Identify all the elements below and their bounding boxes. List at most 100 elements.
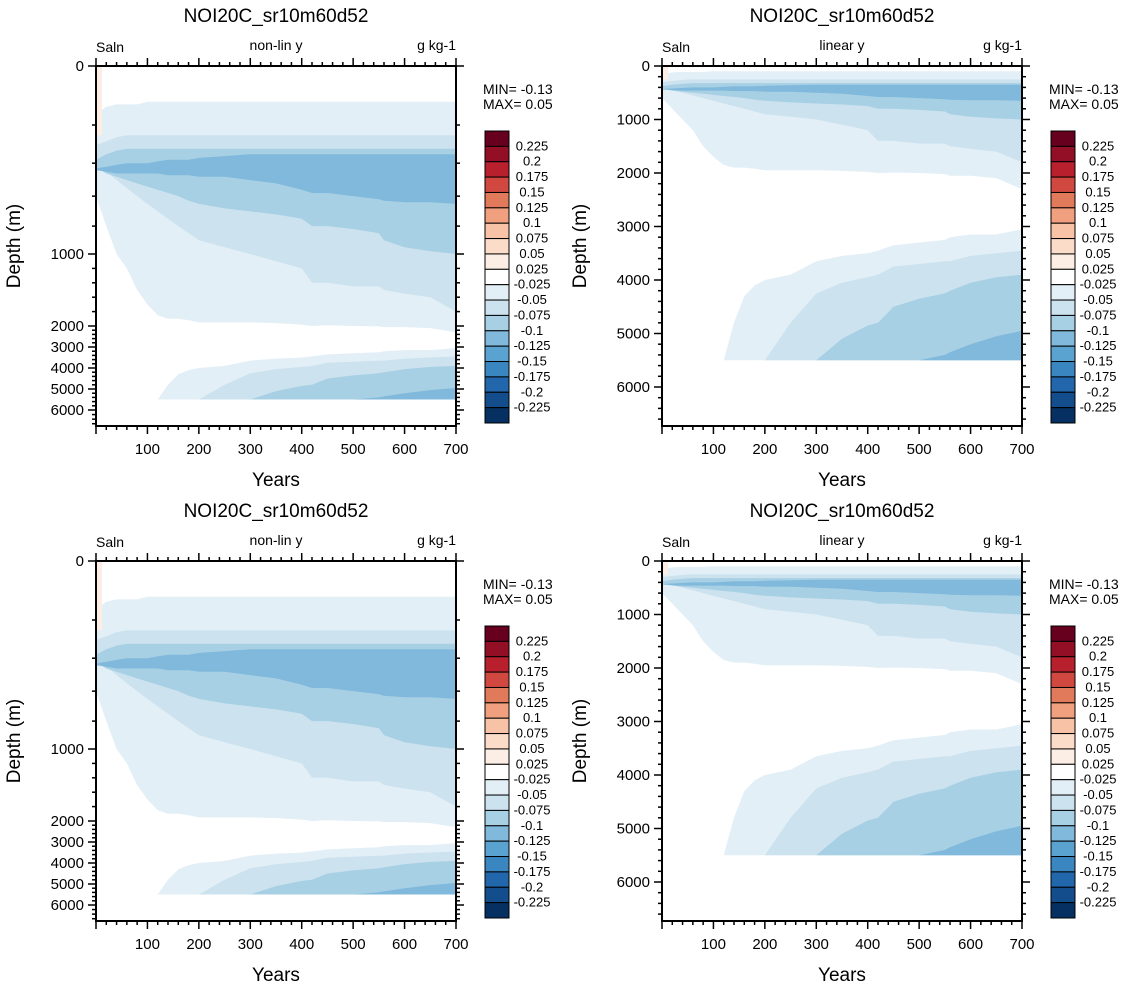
x-tick-label: 400 [289, 936, 314, 953]
contour-band-lower [662, 825, 1022, 856]
colorbar-swatch [1050, 763, 1076, 781]
colorbar-swatch [484, 809, 510, 827]
colorbar-swatch [1050, 130, 1076, 147]
colorbar-swatch [484, 145, 510, 163]
chart-title: NOI20C_sr10m60d52 [750, 6, 935, 27]
x-tick-label: 400 [855, 936, 880, 953]
colorbar-label: -0.2 [521, 384, 543, 399]
variable-label: Saln [662, 39, 690, 55]
colorbar-swatch [484, 391, 510, 409]
positive-anomaly-patch [662, 66, 668, 80]
colorbar-label: -0.125 [514, 833, 551, 848]
plot-frame [661, 560, 1023, 922]
colorbar-label: 0.05 [519, 246, 544, 261]
scale-label: linear y [819, 37, 864, 53]
colorbar-label: 0.15 [1085, 184, 1110, 199]
x-tick-label: 700 [443, 936, 468, 953]
colorbar-label: -0.175 [514, 369, 551, 384]
colorbar-label: 0.175 [516, 664, 549, 679]
plot-frame [661, 65, 1023, 427]
units-label: g kg-1 [983, 532, 1022, 548]
x-tick-label: 600 [958, 936, 983, 953]
x-tick-label: 600 [392, 441, 417, 458]
colorbar-label: -0.075 [514, 802, 551, 817]
colorbar-label: -0.05 [1083, 292, 1113, 307]
colorbar-swatch [484, 268, 510, 286]
colorbar-label: 0.1 [523, 710, 541, 725]
colorbar-label: 0.075 [1082, 726, 1115, 741]
colorbar-swatch [1050, 717, 1076, 735]
y-tick-label: 5000 [617, 326, 650, 343]
colorbar-label: -0.05 [517, 787, 547, 802]
units-label: g kg-1 [417, 532, 456, 548]
y-tick-label: 1000 [617, 112, 650, 129]
contour-band-lower [662, 769, 1022, 856]
colorbar-label: -0.225 [514, 895, 551, 910]
x-axis-label: Years [818, 965, 866, 986]
chart-svg: 100 200 300 400 500 600 700 0 1000 2000 3000 4000 50… [570, 6, 1119, 491]
x-tick-label: 200 [752, 441, 777, 458]
y-tick-label: 2000 [617, 165, 650, 182]
colorbar-label: -0.2 [1087, 384, 1109, 399]
colorbar-label: 0.225 [516, 633, 549, 648]
y-tick-label: 1000 [51, 246, 84, 263]
colorbar-label: 0.075 [516, 726, 549, 741]
colorbar-swatch [484, 763, 510, 781]
panel-top-right: 100 200 300 400 500 600 700 0 1000 2000 3000 4000 50… [566, 0, 1132, 495]
colorbar-swatch [484, 656, 510, 673]
variable-label: Saln [96, 534, 124, 550]
x-tick-label: 100 [701, 936, 726, 953]
colorbar-label: -0.025 [1080, 277, 1117, 292]
x-tick-label: 100 [135, 936, 160, 953]
colorbar-swatch [1050, 856, 1076, 873]
x-tick-label: 700 [1009, 441, 1034, 458]
colorbar-swatch [484, 361, 510, 378]
colorbar-label: -0.025 [1080, 772, 1117, 787]
colorbar-swatch [484, 794, 510, 811]
y-axis-label: Depth (m) [4, 699, 25, 783]
y-tick-label: 6000 [51, 402, 84, 419]
max-value-text: MAX= 0.05 [483, 96, 553, 112]
positive-anomaly-patch [662, 561, 668, 575]
colorbar-swatch [1050, 376, 1076, 393]
units-label: g kg-1 [983, 37, 1022, 53]
contour-band-lower [662, 330, 1022, 361]
colorbar-swatch [484, 686, 510, 704]
positive-anomaly-patch [96, 561, 102, 631]
colorbar-label: 0.1 [1089, 710, 1107, 725]
colorbar-swatch [1050, 161, 1076, 178]
colorbar-label: 0.075 [516, 231, 549, 246]
colorbar-swatch [1050, 794, 1076, 811]
colorbar-label: -0.2 [1087, 879, 1109, 894]
colorbar-label: 0.075 [1082, 231, 1115, 246]
colorbar-label: 0.2 [1089, 154, 1107, 169]
colorbar-label: 0.125 [1082, 695, 1115, 710]
colorbar-swatch [484, 886, 510, 904]
x-tick-label: 400 [855, 441, 880, 458]
colorbar-swatch [484, 238, 510, 255]
colorbar-label: 0.05 [1085, 246, 1110, 261]
colorbar-swatch [484, 330, 510, 347]
x-tick-label: 100 [701, 441, 726, 458]
colorbar-swatch [1050, 686, 1076, 704]
y-axis-label: Depth (m) [570, 204, 591, 288]
colorbar-swatch [1050, 191, 1076, 209]
min-value-text: MIN= -0.13 [483, 576, 553, 592]
colorbar-label: 0.125 [516, 200, 549, 215]
colorbar-swatch [1050, 314, 1076, 332]
y-tick-label: 0 [642, 553, 650, 570]
max-value-text: MAX= 0.05 [1049, 96, 1119, 112]
colorbar-swatch [1050, 361, 1076, 378]
contour-band-upper [662, 579, 1022, 596]
panel-bottom-right: 100 200 300 400 500 600 700 0 1000 2000 3000 4000 50… [566, 495, 1132, 990]
colorbar-label: 0.2 [523, 154, 541, 169]
colorbar-swatch [1050, 345, 1076, 363]
min-value-text: MIN= -0.13 [1049, 576, 1119, 592]
y-tick-label: 4000 [51, 360, 84, 377]
contour-fill [662, 561, 1022, 856]
colorbar-swatch [1050, 625, 1076, 642]
colorbar-swatch [484, 856, 510, 873]
colorbar-label: -0.025 [514, 772, 551, 787]
colorbar-label: 0.1 [523, 215, 541, 230]
colorbar-label: -0.225 [514, 400, 551, 415]
